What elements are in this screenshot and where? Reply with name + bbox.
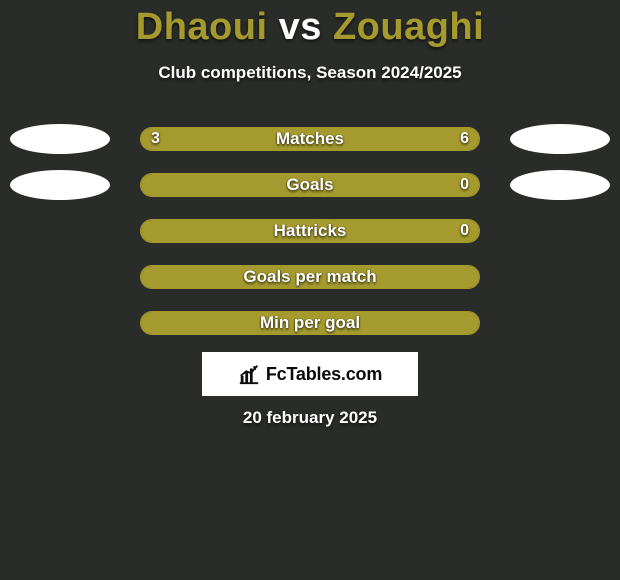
brand-badge: FcTables.com [202,352,418,396]
bar-fill-player1 [141,174,479,196]
bar-fill-player1 [141,266,479,288]
stat-bar: Goals per match [140,265,480,289]
chart-row: Goals0 [0,162,620,208]
bar-fill-player1 [141,220,479,242]
bar-fill-player1 [141,128,246,150]
brand-chart-icon [238,363,260,385]
snapshot-date: 20 february 2025 [0,408,620,428]
chart-row: Hattricks0 [0,208,620,254]
stat-bar: Goals0 [140,173,480,197]
player2-avatar [510,170,610,200]
stat-bar: Min per goal [140,311,480,335]
player2-avatar [510,124,610,154]
chart-row: Matches36 [0,116,620,162]
title-vs: vs [279,6,322,48]
stat-bar: Matches36 [140,127,480,151]
brand-text: FcTables.com [266,364,382,385]
player1-avatar [10,170,110,200]
chart-row: Goals per match [0,254,620,300]
bar-fill-player2 [246,128,479,150]
bar-fill-player1 [141,312,479,334]
comparison-chart: Matches36 Goals0 Hattricks0 Goals per match… [0,116,620,346]
subtitle: Club competitions, Season 2024/2025 [0,63,620,83]
title-player2: Zouaghi [333,6,484,48]
chart-row: Min per goal [0,300,620,346]
stat-bar: Hattricks0 [140,219,480,243]
title-player1: Dhaoui [136,6,268,48]
player1-avatar [10,124,110,154]
page-title: Dhaoui vs Zouaghi [0,0,620,49]
